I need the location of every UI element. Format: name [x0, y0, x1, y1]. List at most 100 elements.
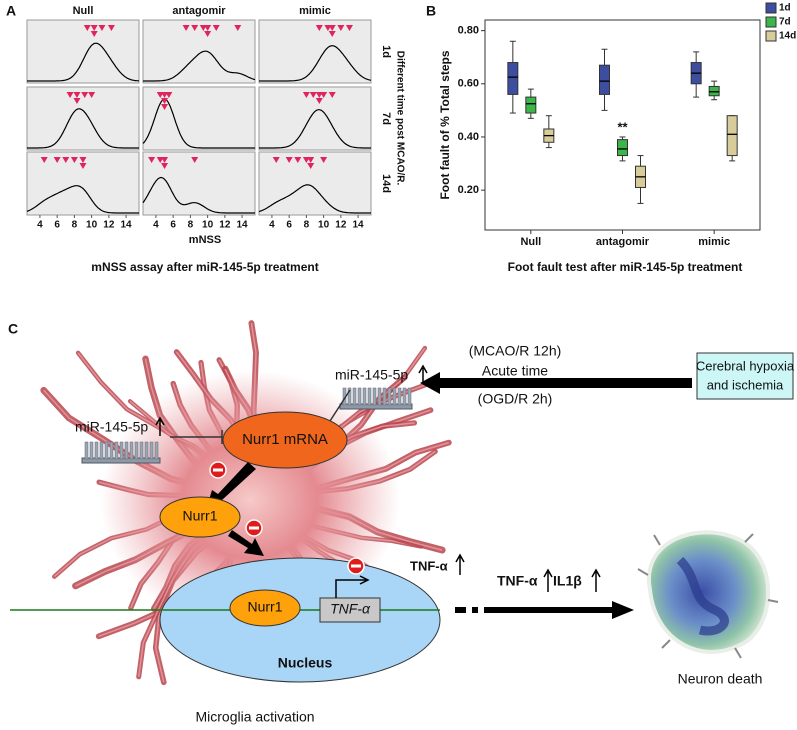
protein-label: Nurr1: [182, 508, 217, 524]
cytokine-label: TNF-α: [497, 573, 538, 589]
inhibit-badge: [249, 526, 259, 530]
caption: mNSS assay after miR-145-5p treatment: [91, 260, 318, 274]
density-curve: [259, 45, 372, 82]
x-tick-label: mimic: [698, 236, 730, 248]
legend-swatch: [765, 30, 777, 42]
x-tick-label: 6: [170, 220, 176, 231]
mirna-comb: [81, 441, 161, 464]
point-triangle: [165, 92, 173, 98]
density-curve: [258, 184, 371, 214]
comb-tooth: [134, 441, 139, 460]
column-header: antagomir: [172, 5, 226, 17]
point-triangle: [90, 31, 98, 37]
gene-label: TNF-α: [330, 601, 371, 617]
y-tick-label: 0.60: [458, 78, 479, 90]
comb-tooth: [357, 387, 362, 406]
column-header: mimic: [299, 5, 331, 17]
legend-label: 14d: [779, 31, 796, 42]
point-triangle: [73, 98, 81, 104]
y-axis-label: Foot fault of % Total steps: [438, 50, 452, 199]
point-triangle: [294, 157, 302, 163]
x-tick-label: 8: [72, 220, 78, 231]
neuron-image: [637, 530, 779, 659]
legend-swatch: [765, 2, 777, 14]
facet-panel: [142, 86, 256, 151]
comb-tooth: [392, 387, 397, 406]
comb-tooth: [84, 441, 89, 460]
diagram: (MCAO/R 12h) Acute time (OGD/R 2h) Cereb…: [10, 343, 795, 725]
comb-tooth: [352, 387, 357, 406]
cytokine-label: IL1β: [553, 573, 582, 589]
point-triangle: [328, 25, 336, 31]
arrow: [612, 601, 634, 619]
point-triangle: [83, 25, 91, 31]
point-triangle: [191, 157, 199, 163]
point-triangle: [212, 25, 220, 31]
comb-tooth: [89, 441, 94, 460]
box: [507, 62, 519, 95]
x-tick-label: 12: [103, 220, 115, 231]
density-curve: [27, 108, 139, 149]
stimulus-text: (MCAO/R 12h): [469, 343, 562, 359]
stimulus-text: (OGD/R 2h): [478, 391, 553, 407]
x-tick-label: 14: [237, 220, 249, 231]
x-tick-label: 14: [353, 220, 365, 231]
facet-panel: [258, 19, 372, 84]
comb-tooth: [372, 387, 377, 406]
point-triangle: [328, 92, 336, 98]
comb-tooth: [402, 387, 407, 406]
x-tick-label: 4: [153, 220, 159, 231]
nucleus: [159, 557, 441, 683]
point-triangle: [328, 31, 336, 37]
x-tick-label: Null: [520, 236, 541, 248]
up-arrow: [455, 553, 465, 575]
comb-tooth: [99, 441, 104, 460]
stimulus-text: Acute time: [482, 363, 548, 379]
x-tick-label: 6: [54, 220, 60, 231]
point-triangle: [62, 157, 70, 163]
row-label: 1d: [380, 45, 392, 58]
x-tick-label: 6: [286, 220, 292, 231]
caption: Foot fault test after miR-145-5p treatme…: [508, 260, 743, 274]
x-axis-label: mNSS: [189, 234, 221, 246]
point-triangle: [234, 25, 242, 31]
box: [617, 139, 628, 157]
protein-label: Nurr1: [247, 599, 282, 615]
x-tick-label: 4: [269, 220, 275, 231]
x-tick-label: 12: [219, 220, 231, 231]
arrow: [420, 372, 692, 394]
mirna-comb: [339, 387, 413, 410]
comb-tooth: [104, 441, 109, 460]
inhibit-badge: [213, 468, 223, 472]
point-triangle: [161, 163, 169, 169]
mrna-label: Nurr1 mRNA: [242, 431, 328, 448]
density-curve: [26, 185, 139, 214]
x-tick-label: 10: [86, 220, 98, 231]
legend-swatch: [765, 16, 777, 28]
point-triangle: [337, 25, 345, 31]
facet-panel: [258, 151, 372, 216]
density-curve: [143, 50, 256, 82]
panel-label: B: [426, 3, 436, 19]
point-triangle: [309, 92, 317, 98]
comb-tooth: [367, 387, 372, 406]
comb-tooth: [119, 441, 124, 460]
panel-label: A: [6, 3, 16, 19]
point-triangle: [302, 92, 310, 98]
density-curve: [142, 176, 255, 214]
comb-tooth: [129, 441, 134, 460]
annotation: **: [617, 119, 628, 134]
comb-tooth: [144, 441, 149, 460]
mrna-node: [222, 411, 348, 469]
x-tick-label: 12: [335, 220, 347, 231]
y-tick-label: 0.80: [458, 25, 479, 37]
x-tick-label: 10: [318, 220, 330, 231]
inhibit-badge: [351, 564, 361, 568]
x-tick-label: 4: [37, 220, 43, 231]
comb-tooth: [114, 441, 119, 460]
mirna-label: miR-145-5p: [335, 367, 408, 383]
gene-box: [319, 597, 381, 623]
point-triangle: [53, 157, 61, 163]
point-triangle: [204, 31, 212, 37]
